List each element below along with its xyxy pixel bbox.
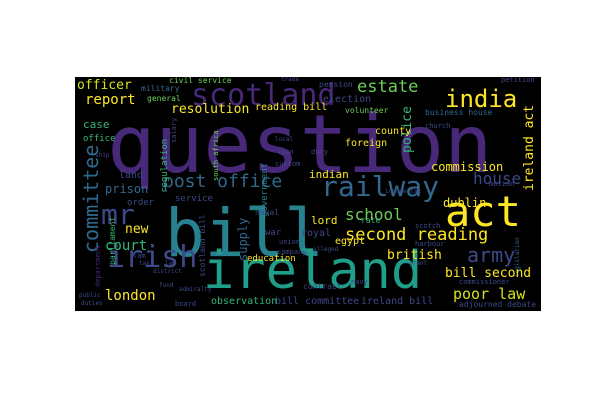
word-contract: contract: [303, 282, 342, 291]
word-indian: indian: [309, 168, 349, 181]
word-district: district: [153, 268, 182, 275]
word-scotch: scotch: [415, 222, 441, 230]
word-report: report: [85, 92, 136, 108]
word-business-house: business house: [425, 108, 493, 117]
word-church: church: [425, 122, 451, 130]
word-ireland-act: ireland act: [522, 104, 537, 191]
word-law: law: [165, 260, 176, 267]
word-cloud: question bill ireland irish act scotland…: [75, 77, 541, 311]
word-service: service: [175, 194, 213, 204]
word-british: british: [387, 248, 442, 263]
word-local: local: [275, 136, 294, 143]
word-royal: royal: [301, 228, 332, 239]
word-public: public: [79, 292, 101, 299]
word-naval: naval: [255, 208, 280, 217]
word-union: union: [279, 238, 301, 246]
word-scotland: scotland: [191, 78, 336, 113]
word-war: war: [265, 228, 282, 238]
word-reading-bill: reading bill: [255, 102, 328, 113]
word-dublin: dublin: [443, 196, 487, 210]
word-new: new: [125, 222, 149, 237]
word-pension: pension: [319, 80, 353, 89]
word-egypt: egypt: [335, 236, 366, 247]
word-rate: rate: [361, 216, 381, 225]
word-court: court: [105, 238, 148, 254]
word-ireland: ireland: [203, 241, 423, 301]
word-committee: committee: [79, 144, 103, 253]
word-board: board: [175, 300, 197, 308]
word-volunteer: volunteer: [345, 106, 389, 115]
word-bill-second: bill second: [445, 266, 532, 281]
word-land: land: [119, 170, 144, 181]
word-office: office: [83, 134, 116, 144]
word-petition: petition: [501, 77, 535, 84]
word-income-tax: income tax: [385, 188, 422, 195]
word-observation: observation: [211, 296, 278, 307]
word-officer: officer: [77, 78, 132, 93]
word-duty: duty: [311, 148, 328, 156]
word-question: question: [107, 98, 493, 191]
word-commission: commission: [431, 160, 504, 174]
word-second-reading: second reading: [345, 225, 489, 245]
word-irish: irish: [107, 240, 198, 275]
word-scotland-bill: scotland bill: [198, 214, 207, 277]
word-estate: estate: [357, 77, 419, 97]
word-custom: custom: [275, 160, 301, 168]
word-military: military: [141, 84, 180, 93]
word-school: school: [345, 205, 403, 224]
word-poor-law: poor law: [453, 285, 526, 303]
word-case: case: [83, 118, 110, 131]
word-loan: loan: [277, 148, 294, 156]
word-london: london: [105, 288, 156, 304]
word-ship: ship: [95, 152, 110, 159]
word-civil-service: civil service: [169, 77, 232, 85]
word-education: education: [247, 254, 296, 264]
word-regulation: regulation: [160, 138, 170, 193]
word-foreign: foreign: [345, 138, 388, 149]
word-salary: salary: [170, 117, 178, 143]
word-trade: trade: [281, 77, 300, 83]
word-harbour: harbour: [415, 240, 445, 248]
word-county: county: [375, 126, 412, 137]
word-company: company: [277, 248, 307, 256]
word-tax: tax: [139, 260, 150, 267]
word-railway: railway: [321, 170, 440, 203]
word-commissioner: commissioner: [459, 278, 510, 286]
word-army: army: [467, 243, 516, 267]
word-department: department: [94, 244, 102, 287]
word-adjourned-debate: adjourned debate: [459, 300, 537, 309]
word-resolution: resolution: [171, 102, 250, 117]
word-alleged: alleged: [313, 246, 339, 253]
word-south-africa: south africa: [212, 130, 220, 181]
word-lam: lam: [133, 252, 146, 260]
word-lord: lord: [311, 214, 338, 227]
word-navy: navy: [351, 278, 368, 286]
word-grant: grant: [409, 260, 428, 267]
word-fund: fund: [159, 282, 174, 289]
word-admiralty: admiralty: [179, 286, 212, 293]
word-prison: prison: [105, 182, 149, 196]
word-duties: duties: [81, 300, 103, 307]
word-motion: motion: [489, 180, 515, 188]
word-election: election: [323, 94, 372, 105]
word-bill: bill: [165, 195, 324, 272]
word-general: general: [147, 94, 181, 103]
word-house: house: [473, 169, 522, 188]
word-act: act: [445, 187, 521, 236]
word-ireland-bill: ireland bill: [361, 296, 434, 307]
word-mr: mr: [101, 198, 135, 231]
word-india: india: [445, 85, 518, 113]
word-bill-committee: bill committee: [275, 296, 360, 307]
word-post-office: post office: [163, 171, 283, 192]
word-order: order: [127, 198, 155, 208]
